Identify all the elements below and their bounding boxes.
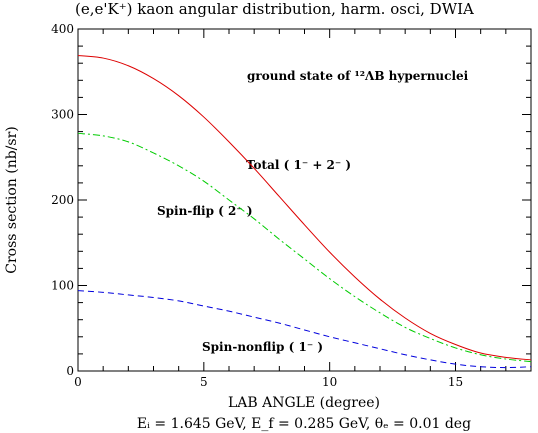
- y-tick-label: 400: [51, 22, 74, 36]
- y-tick-label: 200: [51, 193, 74, 207]
- y-axis-title: Cross section (nb/sr): [4, 126, 20, 273]
- series-group: [77, 55, 532, 369]
- y-tick-label: 300: [51, 108, 74, 122]
- series-line-total: [77, 55, 532, 361]
- series-label-spin-nonflip: Spin-nonflip ( 1⁻ ): [202, 340, 323, 354]
- series-label-spin-flip: Spin-flip ( 2⁻ ): [157, 204, 253, 218]
- x-tick-label: 0: [74, 375, 82, 389]
- chart-title: (e,e'K⁺) kaon angular distribution, harm…: [75, 0, 474, 18]
- series-line-spin-nonflip: [77, 290, 532, 369]
- y-tick-label: 100: [51, 279, 74, 293]
- series-label-total: Total ( 1⁻ + 2⁻ ): [246, 158, 351, 172]
- annotation-ground-state: ground state of ¹²ΛB hypernuclei: [247, 69, 469, 83]
- caption-kinematics: Eᵢ = 1.645 GeV, E_f = 0.285 GeV, θₑ = 0.…: [137, 416, 471, 432]
- x-tick-label: 15: [448, 375, 463, 389]
- x-tick-label: 5: [200, 375, 208, 389]
- axis-ticks: 0 5 10 15 0 100 200 300 400: [51, 22, 532, 389]
- x-axis-title: LAB ANGLE (degree): [228, 395, 380, 411]
- x-tick-label: 10: [322, 375, 337, 389]
- series-line-spin-flip: [77, 132, 532, 363]
- y-tick-label: 0: [66, 364, 74, 378]
